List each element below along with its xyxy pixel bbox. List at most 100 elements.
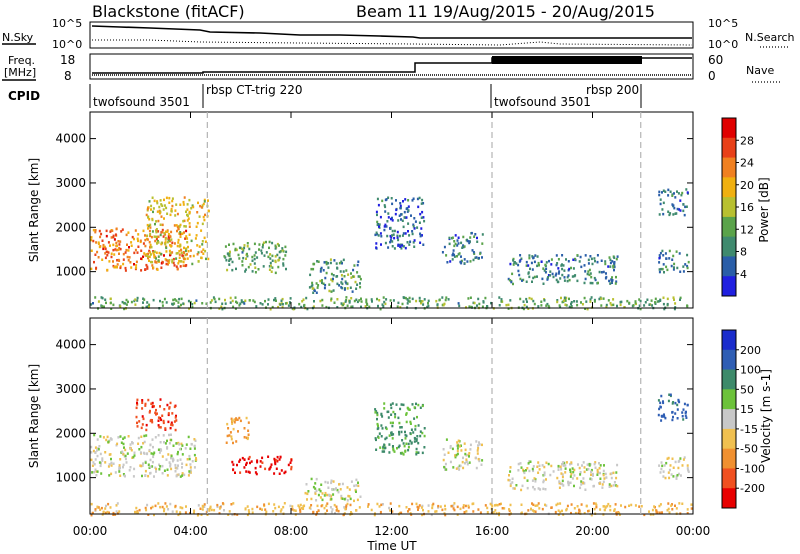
echo-cell-0-9-104 — [377, 304, 379, 308]
echo-cell-1-1-35 — [136, 403, 139, 406]
echo-cell-0-3-68 — [347, 273, 350, 276]
echo-cell-0-0-185 — [152, 250, 155, 253]
echo-cell-0-3-65 — [332, 289, 335, 292]
echo-cell-0-9-261 — [573, 300, 576, 303]
echo-cell-0-4-71 — [394, 212, 397, 216]
echo-cell-0-0-159 — [154, 260, 157, 263]
echo-cell-0-9-193 — [385, 298, 388, 301]
echo-cell-0-6-162 — [602, 270, 605, 274]
echo-cell-0-9-268 — [559, 305, 562, 309]
echo-cell-1-3-29 — [290, 467, 293, 471]
echo-cell-1-10-37 — [389, 509, 392, 512]
echo-cell-0-2-92 — [241, 247, 244, 251]
echo-cell-1-7-164 — [604, 472, 607, 476]
echo-cell-0-9-50 — [218, 297, 221, 301]
echo-cell-0-1-157 — [165, 250, 168, 253]
echo-cell-0-1-56 — [187, 245, 189, 249]
echo-cell-1-10-133 — [259, 507, 262, 511]
echo-cell-0-0-37 — [118, 246, 121, 250]
echo-cell-0-9-284 — [644, 301, 647, 304]
echo-cell-0-4-83 — [390, 236, 393, 239]
echo-cell-0-0-147 — [112, 260, 114, 263]
echo-cell-1-6-25 — [464, 462, 466, 465]
echo-cell-1-10-368 — [272, 510, 275, 513]
echo-cell-0-4-133 — [384, 241, 387, 245]
echo-cell-0-1-192 — [180, 251, 183, 255]
echo-cell-1-6-50 — [465, 454, 468, 457]
echo-cell-1-0-226 — [91, 471, 94, 474]
echo-cell-0-6-32 — [613, 268, 615, 272]
echo-cell-0-9-215 — [165, 301, 168, 304]
echo-cell-0-9-260 — [509, 299, 512, 302]
echo-cell-1-7-131 — [531, 467, 534, 471]
echo-cell-0-2-3 — [278, 256, 281, 260]
echo-cell-1-1-13 — [151, 420, 154, 424]
echo-cell-1-7-26 — [603, 464, 605, 467]
echo-cell-0-3-67 — [345, 281, 348, 285]
echo-cell-0-4-93 — [384, 210, 387, 213]
echo-cell-0-1-231 — [200, 250, 203, 254]
echo-cell-1-0-165 — [90, 451, 93, 454]
echo-cell-0-1-224 — [153, 255, 156, 259]
echo-cell-0-0-95 — [118, 243, 121, 246]
echo-cell-0-3-86 — [323, 286, 326, 290]
echo-cell-0-4-124 — [397, 238, 400, 242]
echo-cell-1-10-363 — [544, 503, 546, 507]
echo-cell-1-8-3 — [672, 475, 675, 478]
echo-cell-0-9-291 — [104, 298, 107, 301]
echo-cell-0-3-28 — [317, 284, 320, 287]
echo-cell-1-6-23 — [457, 466, 460, 469]
echo-cell-0-9-27 — [142, 301, 144, 304]
echo-cell-1-4-36 — [321, 492, 324, 495]
echo-cell-1-1-9 — [141, 399, 144, 402]
echo-cell-0-9-353 — [628, 301, 631, 305]
echo-cell-0-1-212 — [176, 229, 178, 233]
echo-cell-1-10-291 — [298, 506, 301, 509]
echo-cell-1-4-10 — [341, 497, 344, 500]
echo-cell-1-0-86 — [123, 446, 125, 449]
echo-cell-1-10-44 — [453, 502, 456, 505]
echo-cell-0-1-4 — [182, 260, 185, 264]
echo-cell-1-6-43 — [475, 456, 477, 460]
echo-cell-0-4-43 — [380, 235, 383, 238]
echo-cell-1-6-39 — [445, 438, 448, 441]
echo-cell-1-0-109 — [159, 465, 162, 468]
echo-cell-0-9-253 — [333, 301, 336, 304]
echo-cell-0-2-107 — [278, 250, 281, 254]
echo-cell-1-0-181 — [105, 438, 108, 442]
echo-cell-0-2-96 — [228, 263, 231, 266]
echo-cell-0-9-330 — [507, 307, 510, 310]
echo-cell-1-5-3 — [376, 417, 378, 421]
echo-cell-0-3-52 — [332, 274, 335, 277]
echo-cell-1-10-359 — [201, 504, 204, 508]
echo-cell-0-1-107 — [153, 250, 156, 253]
echo-cell-1-10-149 — [658, 511, 661, 514]
echo-cell-1-10-90 — [486, 511, 489, 514]
echo-cell-0-1-173 — [150, 245, 153, 249]
echo-cell-0-0-67 — [160, 266, 163, 269]
echo-cell-1-10-129 — [236, 513, 239, 516]
echo-cell-0-9-150 — [235, 300, 237, 304]
echo-cell-1-7-93 — [569, 470, 572, 473]
echo-cell-0-3-85 — [351, 290, 354, 293]
echo-cell-0-3-11 — [330, 278, 333, 281]
echo-cell-1-10-5 — [562, 513, 565, 516]
power-cbar-swatch-7 — [722, 256, 736, 277]
echo-cell-0-9-310 — [421, 300, 424, 303]
echo-cell-0-0-154 — [140, 269, 143, 272]
echo-cell-1-0-69 — [117, 436, 120, 439]
echo-cell-1-0-153 — [187, 474, 190, 477]
echo-cell-0-0-145 — [97, 242, 100, 246]
echo-cell-0-1-38 — [168, 234, 171, 238]
echo-cell-0-1-0 — [156, 200, 159, 203]
echo-cell-1-10-20 — [216, 505, 219, 508]
echo-cell-0-0-25 — [119, 240, 122, 243]
echo-cell-0-0-153 — [146, 265, 149, 269]
echo-cell-1-0-169 — [101, 457, 104, 460]
echo-cell-1-10-106 — [486, 506, 489, 510]
echo-cell-1-6-42 — [475, 466, 478, 470]
echo-cell-0-2-97 — [246, 252, 248, 256]
echo-cell-1-0-237 — [159, 441, 162, 444]
echo-cell-1-4-44 — [331, 488, 334, 491]
echo-cell-0-5-46 — [481, 233, 484, 236]
